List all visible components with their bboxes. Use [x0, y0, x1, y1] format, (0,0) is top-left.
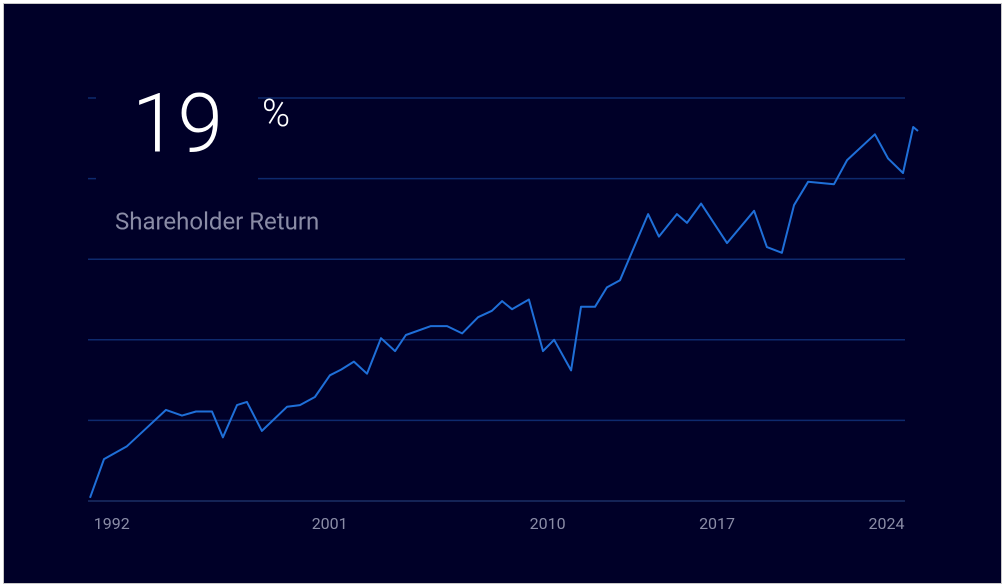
plot: 1992 2001 2010 2017 2024 — [88, 97, 919, 533]
headline-value: 19 — [132, 77, 223, 173]
x-tick-label: 2017 — [699, 514, 735, 533]
series-line — [89, 126, 919, 499]
x-tick-label: 1992 — [94, 514, 130, 533]
x-tick-label: 2001 — [312, 514, 348, 533]
headline-backdrop — [96, 90, 258, 190]
chart-title: Shareholder Return — [115, 207, 319, 235]
x-tick-label: 2010 — [530, 514, 566, 533]
headline-unit: % — [262, 92, 290, 136]
x-tick-label: 2024 — [869, 514, 905, 533]
